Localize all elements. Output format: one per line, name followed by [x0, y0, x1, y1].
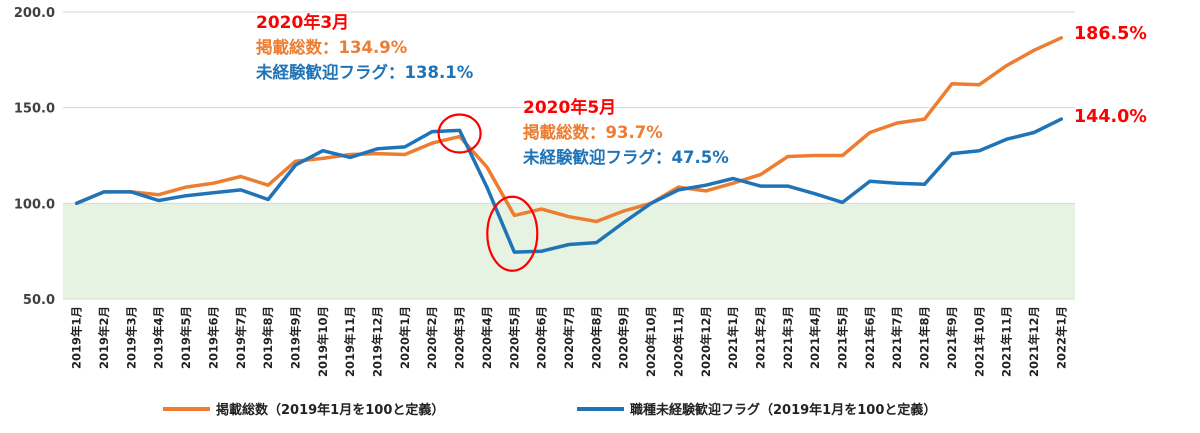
end-label-inexperienced-flag: 144.0%	[1074, 107, 1147, 127]
y-axis-ticks: 50.0 100.0 150.0 200.0	[14, 6, 55, 308]
x-tick-label: 2021年4月	[808, 306, 822, 369]
gridlines	[63, 11, 1075, 300]
x-tick-label: 2019年11月	[343, 306, 357, 377]
x-tick-label: 2020年4月	[480, 306, 494, 369]
series-lines	[74, 36, 1064, 254]
x-tick-label: 2020年10月	[644, 306, 658, 377]
x-tick-label: 2020年3月	[453, 306, 467, 369]
y-tick-label: 50.0	[23, 293, 55, 308]
y-tick-label: 150.0	[14, 102, 55, 117]
annotation-mar-inexperienced-flag: 未経験歓迎フラグ：138.1%	[256, 62, 474, 82]
x-tick-label: 2021年7月	[890, 306, 904, 369]
x-tick-label: 2019年3月	[124, 306, 138, 369]
x-tick-label: 2019年2月	[97, 306, 111, 369]
legend-label-listing-total: 掲載総数（2019年1月を100と定義）	[216, 402, 444, 418]
annotation-may-inexperienced-flag: 未経験歓迎フラグ：47.5%	[523, 147, 729, 167]
x-tick-label: 2021年12月	[1027, 306, 1041, 377]
x-tick-label: 2019年9月	[288, 306, 302, 369]
annotation-may-title: 2020年5月	[523, 97, 616, 118]
y-tick-label: 100.0	[14, 197, 55, 212]
x-tick-label: 2021年8月	[918, 306, 932, 369]
x-tick-label: 2019年1月	[70, 306, 84, 369]
x-tick-label: 2019年6月	[206, 306, 220, 369]
x-tick-label: 2019年12月	[371, 306, 385, 377]
x-tick-label: 2021年5月	[836, 306, 850, 369]
end-label-listing-total: 186.5%	[1074, 24, 1147, 44]
x-tick-label: 2020年7月	[562, 306, 576, 369]
y-tick-label: 200.0	[14, 6, 55, 21]
annotation-may-listing-total: 掲載総数：93.7%	[523, 122, 663, 142]
x-tick-label: 2020年2月	[425, 306, 439, 369]
x-tick-label: 2019年4月	[152, 306, 166, 369]
annotation-may-2020: 2020年5月 掲載総数：93.7% 未経験歓迎フラグ：47.5%	[523, 97, 729, 167]
x-tick-label: 2020年9月	[617, 306, 631, 369]
series-line-listing-total	[74, 36, 1064, 224]
legend-label-inexperienced-flag: 職種未経験歓迎フラグ（2019年1月を100と定義）	[630, 402, 936, 418]
x-tick-label: 2020年1月	[398, 306, 412, 369]
x-tick-label: 2021年9月	[945, 306, 959, 369]
annotation-mar-listing-total: 掲載総数：134.9%	[256, 37, 408, 57]
x-tick-label: 2021年10月	[972, 306, 986, 377]
x-tick-label: 2021年2月	[753, 306, 767, 369]
series-line-inexperienced-flag	[74, 117, 1064, 254]
x-tick-label: 2019年5月	[179, 306, 193, 369]
x-tick-label: 2020年5月	[507, 306, 521, 369]
x-tick-label: 2020年6月	[535, 306, 549, 369]
x-tick-label: 2020年12月	[699, 306, 713, 377]
x-tick-label: 2022年1月	[1054, 306, 1068, 369]
highlight-circle-mar-2020	[437, 113, 482, 154]
annotation-mar-title: 2020年3月	[256, 12, 349, 33]
baseline-band	[63, 203, 1075, 299]
x-tick-label: 2019年7月	[234, 306, 248, 369]
x-tick-label: 2021年11月	[1000, 306, 1014, 377]
x-tick-label: 2019年10月	[316, 306, 330, 377]
x-tick-label: 2019年8月	[261, 306, 275, 369]
x-tick-label: 2020年11月	[671, 306, 685, 377]
x-tick-label: 2021年6月	[863, 306, 877, 369]
x-tick-label: 2021年3月	[781, 306, 795, 369]
annotation-mar-2020: 2020年3月 掲載総数：134.9% 未経験歓迎フラグ：138.1%	[256, 12, 474, 82]
highlight-circle-may-2020	[486, 195, 539, 272]
x-tick-label: 2021年1月	[726, 306, 740, 369]
legend: 掲載総数（2019年1月を100と定義） 職種未経験歓迎フラグ（2019年1月を…	[163, 402, 936, 418]
x-tick-label: 2020年8月	[589, 306, 603, 369]
highlight-circles	[437, 113, 539, 272]
x-axis-ticks: 2019年1月 2019年2月 2019年3月 2019年4月 2019年5月 2019年…	[70, 306, 1069, 377]
baseline-band-layer	[63, 203, 1075, 299]
